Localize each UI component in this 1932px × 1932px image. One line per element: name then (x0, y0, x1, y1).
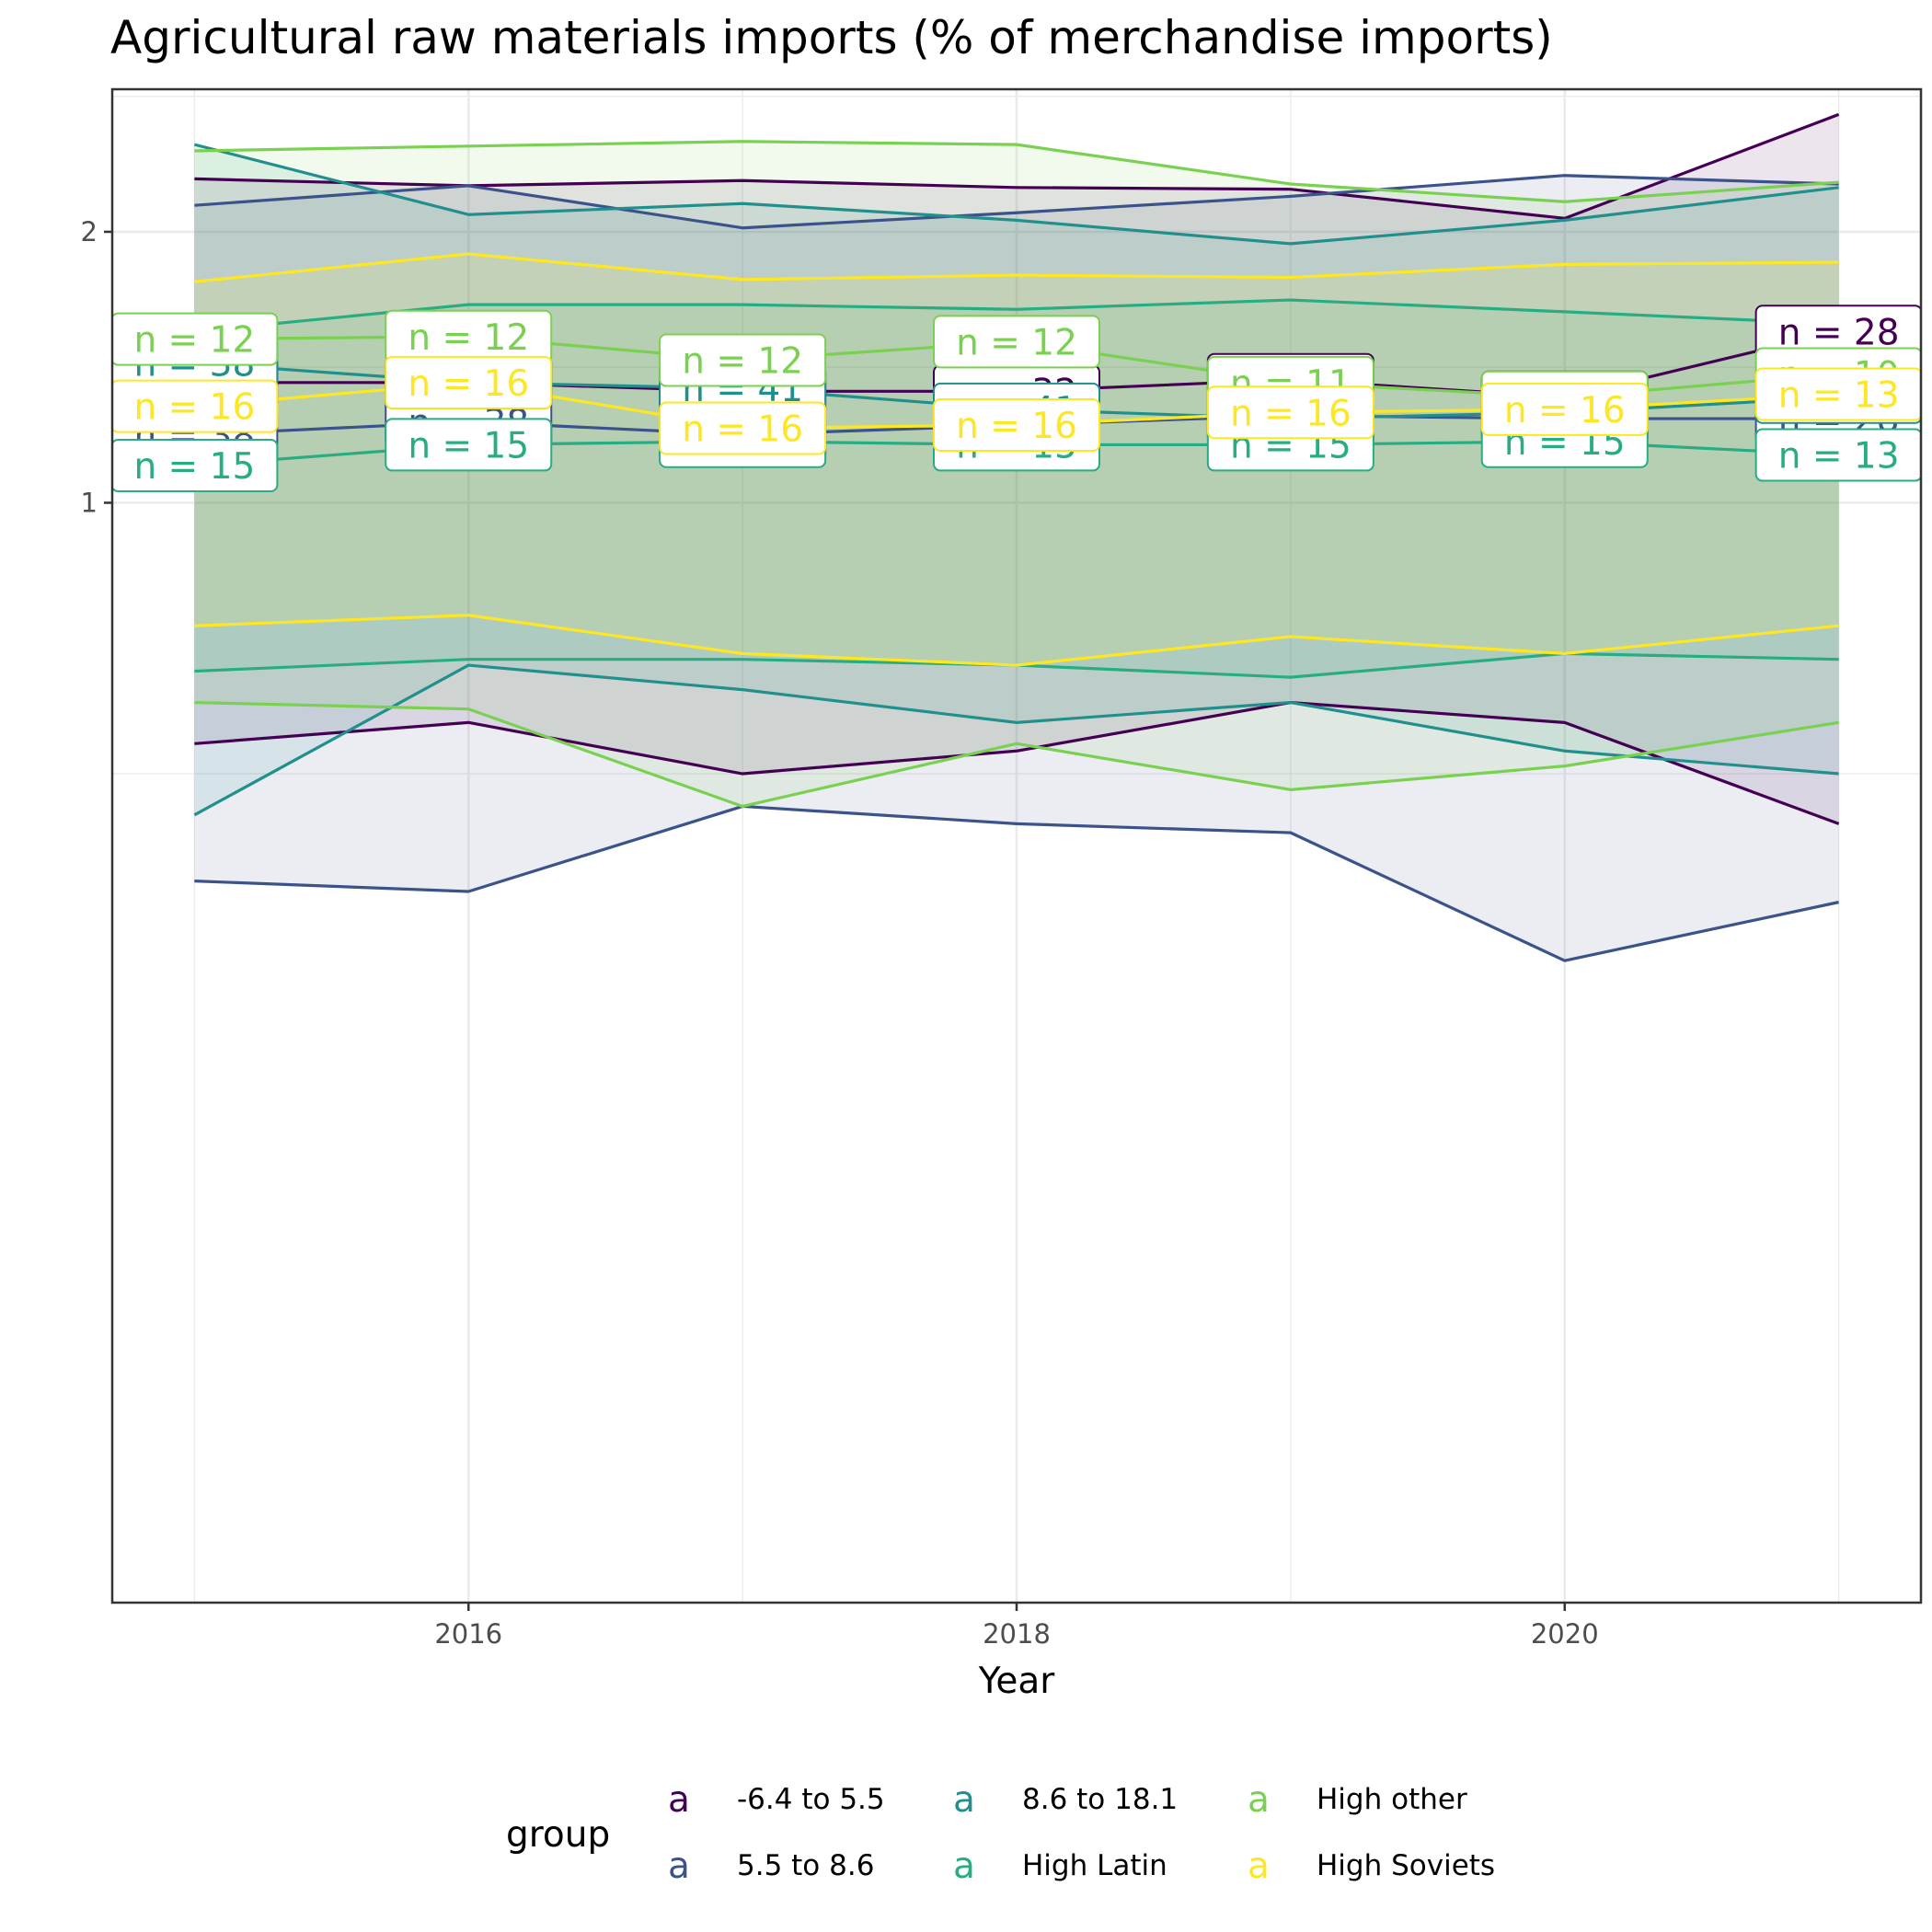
lower-line-series-4 (194, 700, 1839, 809)
n-label: n = 13 (1754, 428, 1921, 482)
legend-item: a -6.4 to 5.5 (668, 1779, 885, 1821)
n-label-text: n = 15 (133, 446, 255, 488)
n-label-text: n = 16 (408, 363, 529, 405)
n-label-box (112, 379, 279, 433)
n-label-text: n = 13 (1778, 375, 1900, 417)
n-label: n = 15 (385, 418, 553, 472)
n-label-text: n = 16 (133, 387, 255, 429)
upper-line-series-5 (194, 252, 1839, 283)
n-label-box (933, 397, 1100, 452)
n-label-text: n = 12 (408, 317, 529, 359)
n-label-text: n = 16 (1504, 390, 1626, 431)
ribbon-series-2 (194, 144, 1839, 815)
ribbon-series-4 (194, 141, 1839, 807)
n-label-text: n = 13 (1778, 436, 1900, 477)
n-label-box (112, 312, 279, 366)
upper-line-series-4 (194, 140, 1839, 203)
ribbon-series-1 (194, 175, 1839, 961)
x-tick-label: 2016 (434, 1618, 502, 1650)
n-label-box (659, 401, 827, 455)
n-label-text: n = 15 (408, 425, 529, 466)
n-label: n = 28 (1754, 305, 1921, 359)
y-tick-label: 1 (81, 487, 98, 518)
x-tick-label: 2018 (983, 1618, 1051, 1650)
legend-label: High Latin (1022, 1849, 1167, 1882)
legend-key-glyph: a (953, 1846, 975, 1887)
legend-label: -6.4 to 5.5 (737, 1783, 885, 1816)
n-label: n = 12 (385, 309, 553, 363)
n-label: n = 16 (1480, 382, 1649, 436)
legend-label: High Soviets (1317, 1849, 1495, 1882)
legend-label: High other (1317, 1783, 1467, 1816)
legend-label: 8.6 to 18.1 (1022, 1783, 1178, 1816)
lower-line-series-2 (193, 663, 1839, 817)
n-label: n = 16 (1206, 385, 1374, 440)
n-label-text: n = 12 (956, 322, 1077, 363)
n-label-text: n = 16 (682, 408, 803, 450)
n-label: n = 16 (659, 401, 827, 455)
n-label-box (385, 418, 553, 472)
legend-key-glyph: a (1248, 1846, 1270, 1887)
upper-line-series-2 (193, 143, 1839, 246)
n-label-text: n = 12 (133, 320, 255, 362)
legend-item: a 5.5 to 8.6 (668, 1846, 874, 1887)
n-label-box (933, 315, 1100, 369)
n-label-box (385, 355, 553, 409)
legend-item: a High Soviets (1248, 1846, 1495, 1887)
legend-key-glyph: a (1248, 1779, 1270, 1821)
lower-line-series-1 (194, 804, 1839, 962)
n-label-text: n = 16 (956, 406, 1077, 447)
n-label: n = 12 (933, 315, 1100, 369)
legend-key-glyph: a (668, 1846, 690, 1887)
lower-line-series-0 (194, 700, 1840, 825)
x-tick-label: 2020 (1531, 1618, 1599, 1650)
legend-item: a High other (1248, 1779, 1467, 1821)
upper-line-series-3 (194, 298, 1839, 333)
n-label-box (1480, 382, 1649, 436)
legend-key-glyph: a (668, 1779, 690, 1821)
legend-title: group (506, 1814, 610, 1856)
lower-line-series-5 (194, 614, 1839, 667)
n-label: n = 16 (385, 355, 553, 409)
n-label-box (1754, 428, 1921, 482)
n-label-box (1754, 367, 1921, 421)
n-label: n = 15 (112, 438, 279, 492)
legend: a -6.4 to 5.5 a 5.5 to 8.6 a 8.6 to 18.1 a High… (668, 1779, 1495, 1887)
upper-line-series-1 (194, 174, 1839, 230)
legend-item: a High Latin (953, 1846, 1167, 1887)
legend-key-glyph: a (953, 1779, 975, 1821)
n-label: n = 16 (933, 397, 1100, 452)
n-label: n = 12 (112, 312, 279, 366)
ribbon-series-3 (194, 300, 1839, 678)
legend-label: 5.5 to 8.6 (737, 1849, 874, 1882)
chart-title: Agricultural raw materials imports (% of… (110, 11, 1553, 64)
n-label: n = 16 (112, 379, 279, 433)
legend-item: a 8.6 to 18.1 (953, 1779, 1178, 1821)
plot-panel: n = 33n = 38n = 41n = 32n = 31n = 28n = … (81, 87, 1923, 1650)
y-tick-label: 2 (81, 216, 98, 247)
plot-content: n = 33n = 38n = 41n = 32n = 31n = 28n = … (112, 112, 1921, 962)
n-label: n = 12 (659, 333, 827, 387)
x-axis-title: Year (978, 1661, 1056, 1702)
n-label-text: n = 16 (1230, 393, 1351, 434)
n-label-box (112, 438, 279, 492)
n-label-box (659, 333, 827, 387)
n-label-text: n = 28 (1778, 312, 1900, 353)
n-label: n = 13 (1754, 367, 1921, 421)
n-label-text: n = 12 (682, 341, 803, 383)
n-label-box (1206, 385, 1374, 440)
